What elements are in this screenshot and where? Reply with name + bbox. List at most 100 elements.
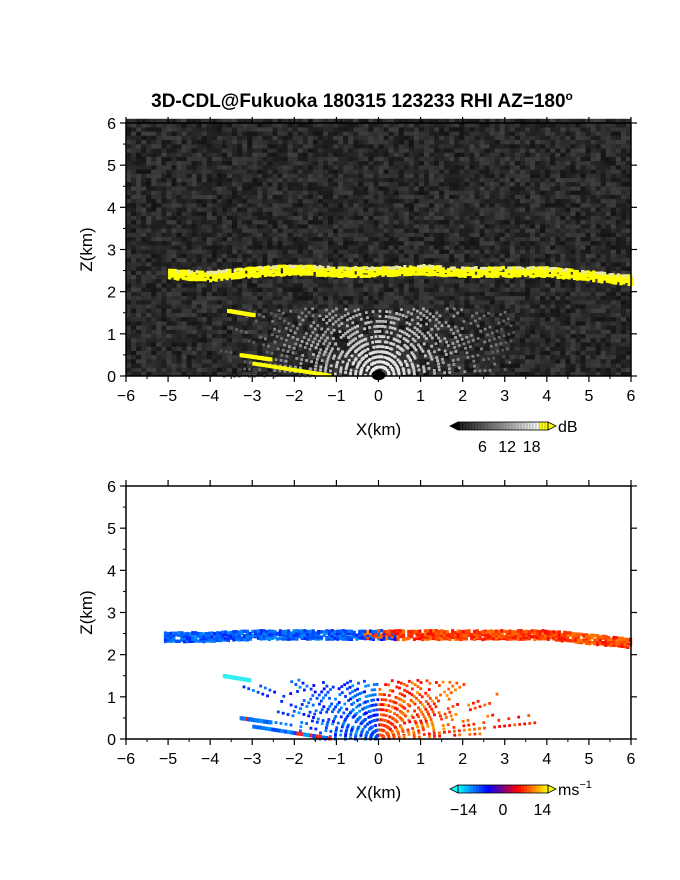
noise-cell [469, 224, 475, 229]
noise-cell [211, 232, 218, 237]
noise-cell [504, 148, 510, 153]
noise-cell [333, 207, 339, 212]
noise-cell [252, 333, 258, 339]
noise-cell [146, 161, 152, 166]
noise-cell [191, 312, 197, 318]
noise-cell [287, 262, 293, 267]
noise-cell [408, 338, 414, 343]
noise-cell [530, 156, 536, 162]
noise-cell [449, 139, 455, 145]
noise-cell [161, 371, 167, 377]
noise-cell [378, 279, 384, 284]
noise-cell [403, 190, 409, 195]
noise-cell [373, 253, 379, 259]
noise-cell [474, 118, 480, 124]
noise-cell [530, 257, 536, 263]
noise-cell [206, 287, 212, 292]
noise-cell [489, 333, 495, 339]
noise-cell [454, 359, 460, 364]
noise-cell [323, 203, 329, 208]
noise-cell [237, 144, 243, 149]
noise-cell [504, 363, 510, 368]
noise-cell [418, 249, 425, 254]
noise-cell [206, 371, 212, 377]
noise-cell [333, 144, 339, 149]
noise-cell [484, 139, 490, 145]
noise-cell [489, 367, 495, 372]
noise-cell [317, 359, 324, 364]
noise-cell [257, 194, 263, 200]
noise-cell [247, 118, 253, 124]
noise-cell [262, 198, 268, 204]
noise-cell [368, 342, 374, 347]
noise-cell [494, 253, 500, 259]
noise-cell [413, 249, 420, 254]
noise-cell [151, 165, 157, 170]
noise-cell [408, 169, 414, 174]
noise-cell [302, 253, 308, 259]
noise-cell [156, 190, 162, 195]
noise-cell [333, 169, 339, 174]
noise-cell [479, 253, 485, 259]
noise-cell [181, 135, 187, 141]
noise-cell [519, 308, 526, 313]
noise-cell [277, 152, 283, 157]
noise-cell [156, 359, 162, 364]
noise-cell [262, 312, 268, 318]
noise-cell [418, 139, 425, 145]
noise-cell [328, 148, 334, 153]
noise-cell [338, 295, 344, 301]
noise-cell [191, 363, 197, 368]
noise-cell [373, 173, 379, 178]
noise-cell [186, 279, 192, 284]
noise-cell [343, 177, 349, 183]
noise-cell [519, 329, 526, 334]
noise-cell [323, 291, 329, 297]
noise-cell [368, 308, 374, 313]
noise-cell [161, 194, 167, 200]
noise-cell [489, 346, 495, 351]
noise-cell [424, 220, 430, 225]
noise-cell [171, 325, 177, 330]
noise-cell [237, 118, 243, 124]
noise-cell [282, 198, 288, 204]
noise-cell [429, 300, 435, 305]
noise-cell [378, 241, 384, 246]
noise-cell [509, 135, 515, 141]
noise-cell [141, 161, 147, 166]
noise-cell [247, 194, 253, 200]
noise-cell [216, 342, 223, 347]
noise-cell [514, 198, 521, 204]
noise-cell [373, 144, 379, 149]
noise-cell [403, 274, 409, 280]
noise-cell [206, 118, 212, 124]
noise-cell [141, 317, 147, 322]
noise-cell [373, 236, 379, 242]
noise-cell [317, 190, 324, 195]
noise-cell [494, 177, 500, 183]
noise-cell [353, 169, 359, 174]
noise-cell [191, 304, 197, 309]
noise-cell [201, 139, 207, 145]
noise-cell [398, 144, 404, 149]
noise-cell [383, 232, 389, 237]
noise-cell [459, 354, 465, 360]
noise-cell [333, 118, 339, 124]
noise-cell [232, 182, 238, 187]
noise-cell [131, 194, 137, 200]
noise-cell [494, 169, 500, 174]
noise-cell [454, 220, 460, 225]
noise-cell [262, 186, 268, 191]
noise-cell [302, 321, 308, 326]
noise-cell [413, 257, 420, 263]
noise-cell [287, 241, 293, 246]
noise-cell [181, 300, 187, 305]
noise-cell [302, 279, 308, 284]
noise-cell [267, 190, 273, 195]
noise-cell [211, 215, 218, 221]
noise-cell [317, 241, 324, 246]
noise-cell [267, 169, 273, 174]
noise-cell [307, 148, 313, 153]
noise-cell [454, 228, 460, 233]
noise-cell [141, 253, 147, 259]
